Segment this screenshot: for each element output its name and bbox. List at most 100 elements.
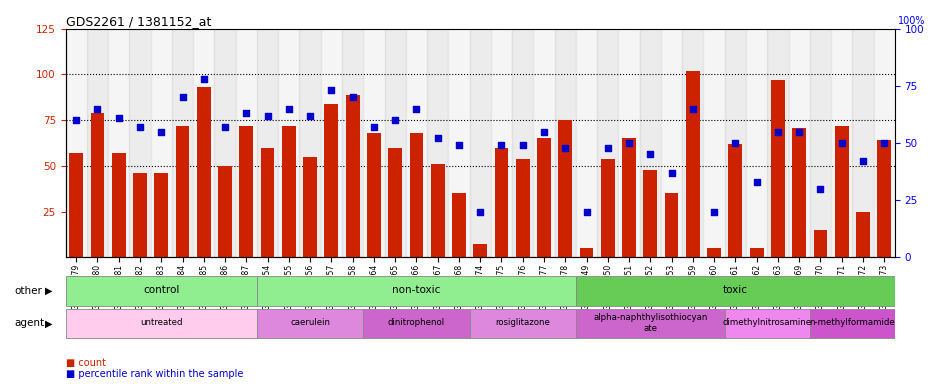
Point <box>664 170 679 176</box>
Bar <box>405 29 427 257</box>
Bar <box>256 276 576 306</box>
Point <box>855 158 870 164</box>
Bar <box>409 133 423 257</box>
Text: dinitrophenol: dinitrophenol <box>388 318 445 328</box>
Bar <box>809 309 894 338</box>
Point <box>748 179 763 185</box>
Text: alpha-naphthylisothiocyan
ate: alpha-naphthylisothiocyan ate <box>592 313 707 333</box>
Bar <box>703 29 724 257</box>
Text: toxic: toxic <box>722 285 747 295</box>
Point <box>388 117 402 123</box>
Point <box>366 124 381 130</box>
Text: ■ count: ■ count <box>66 358 106 368</box>
Point <box>642 151 657 157</box>
Text: non-toxic: non-toxic <box>392 285 440 295</box>
Bar <box>236 29 256 257</box>
Point <box>769 129 784 135</box>
Bar <box>596 29 618 257</box>
Bar <box>469 29 490 257</box>
Bar <box>724 29 745 257</box>
Point <box>472 209 487 215</box>
Text: caerulein: caerulein <box>290 318 329 328</box>
Bar <box>749 248 763 257</box>
Bar <box>664 193 678 257</box>
Bar <box>175 126 189 257</box>
Text: agent: agent <box>14 318 44 328</box>
Bar <box>451 193 465 257</box>
Bar <box>876 140 890 257</box>
Bar <box>133 173 147 257</box>
Point <box>833 140 848 146</box>
Bar <box>66 309 256 338</box>
Bar <box>579 248 592 257</box>
Bar <box>576 29 596 257</box>
Point <box>260 113 275 119</box>
Bar <box>256 309 363 338</box>
Bar <box>66 276 256 306</box>
Point <box>791 129 806 135</box>
Point <box>239 110 254 116</box>
Point <box>557 144 572 151</box>
Bar <box>66 29 87 257</box>
Point <box>706 209 721 215</box>
Bar <box>681 29 703 257</box>
Bar <box>834 126 848 257</box>
Text: control: control <box>143 285 180 295</box>
Point <box>451 142 466 148</box>
Bar <box>685 71 699 257</box>
Bar <box>324 104 338 257</box>
Bar <box>660 29 681 257</box>
Bar <box>576 309 724 338</box>
Bar <box>303 157 316 257</box>
Bar <box>494 147 508 257</box>
Bar <box>91 113 104 257</box>
Text: untreated: untreated <box>139 318 183 328</box>
Bar <box>256 29 278 257</box>
Bar <box>69 153 83 257</box>
Point <box>515 142 530 148</box>
Point <box>600 144 615 151</box>
Bar <box>300 29 320 257</box>
Text: ▶: ▶ <box>45 318 52 328</box>
Bar <box>767 29 788 257</box>
Bar <box>193 29 214 257</box>
Bar <box>788 29 809 257</box>
Point <box>175 94 190 100</box>
Bar <box>473 245 487 257</box>
Bar <box>856 212 869 257</box>
Bar <box>447 29 469 257</box>
Point <box>684 106 699 112</box>
Text: rosiglitazone: rosiglitazone <box>495 318 549 328</box>
Bar <box>792 127 805 257</box>
Bar <box>622 139 636 257</box>
Bar <box>363 309 469 338</box>
Bar <box>384 29 405 257</box>
Bar <box>431 164 444 257</box>
Bar <box>320 29 342 257</box>
Bar <box>342 29 363 257</box>
Point <box>90 106 105 112</box>
Bar <box>108 29 129 257</box>
Point <box>281 106 296 112</box>
Bar <box>576 276 894 306</box>
Bar <box>707 248 720 257</box>
Bar <box>809 29 830 257</box>
Bar <box>111 153 125 257</box>
Point <box>196 76 211 82</box>
Point <box>132 124 147 130</box>
Point <box>68 117 83 123</box>
Bar <box>197 87 211 257</box>
Bar <box>533 29 554 257</box>
Point <box>727 140 742 146</box>
Point <box>430 136 445 142</box>
Point <box>536 129 551 135</box>
Bar <box>427 29 447 257</box>
Bar <box>490 29 512 257</box>
Bar <box>469 309 576 338</box>
Bar <box>129 29 151 257</box>
Bar <box>639 29 660 257</box>
Bar <box>171 29 193 257</box>
Bar <box>214 29 236 257</box>
Text: n-methylformamide: n-methylformamide <box>809 318 894 328</box>
Bar <box>536 139 550 257</box>
